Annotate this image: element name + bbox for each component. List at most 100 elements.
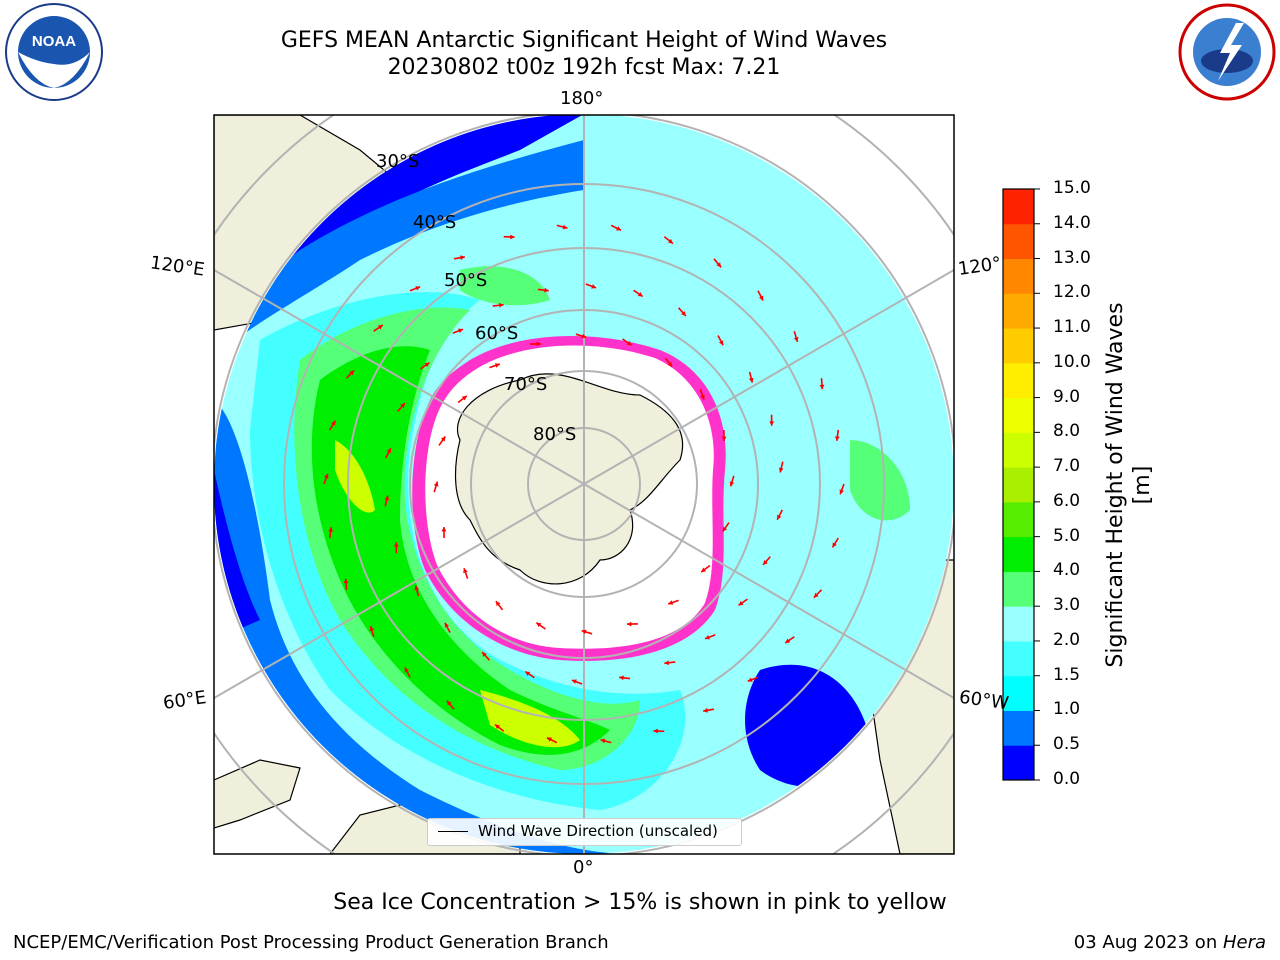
wave-arrow-head [835, 436, 840, 441]
lon-label-0: 0° [573, 857, 594, 878]
wave-arrow-head [525, 671, 531, 676]
chart-subtitle: 20230802 t00z 192h fcst Max: 7.21 [387, 55, 781, 80]
wave-arrow-head [703, 707, 708, 713]
wave-arrow-head [441, 527, 447, 532]
wave-arrow-head [384, 495, 390, 501]
colorbar-bin [1003, 328, 1034, 364]
colorbar-tick-label: 8.0 [1053, 421, 1081, 442]
footer-branch: NCEP/EMC/Verification Post Processing Pr… [13, 932, 609, 953]
wave-arrow-head [546, 737, 552, 742]
wave-arrow-head [460, 255, 465, 261]
wave-arrow-head [444, 622, 449, 628]
wave-arrow-head [722, 526, 728, 532]
wave-arrow-head [748, 377, 754, 383]
wave-arrow-head [461, 395, 467, 401]
wave-arrow-head [581, 333, 587, 339]
colorbar-bin [1003, 293, 1034, 329]
wave-arrow-head [328, 527, 333, 532]
wave-arrow-head [458, 328, 463, 333]
chart-title: GEFS MEAN Antarctic Significant Height o… [280, 28, 888, 53]
colorbar-label: Significant Height of Wind Waves [m] [1103, 302, 1155, 668]
wave-arrow-head [562, 224, 568, 230]
wave-arrow-head [793, 336, 799, 342]
wave-arrow-head [668, 238, 673, 244]
wave-arrow-head [581, 629, 587, 635]
wave-arrow-head [729, 481, 735, 487]
wave-arrow-head [819, 384, 825, 390]
wave-arrow-head [769, 421, 775, 426]
wave-arrow-head [424, 362, 430, 368]
colorbar-tick-label: 11.0 [1053, 317, 1091, 338]
colorbar-bin [1003, 571, 1034, 607]
wave-arrow-head [681, 311, 686, 316]
colorbar-tick-label: 6.0 [1053, 490, 1081, 511]
wave-arrow-head [414, 585, 420, 591]
wave-arrow-head [721, 436, 727, 441]
wave-arrow-head [404, 667, 409, 673]
wave-arrow-head [619, 675, 624, 681]
wave-arrow-head [571, 679, 577, 684]
wave-arrow-head [331, 420, 336, 426]
wave-arrow-head [369, 626, 375, 632]
colorbar-bin [1003, 745, 1034, 781]
colorbar-bin [1003, 432, 1034, 468]
wave-arrow-head [738, 600, 744, 606]
wave-arrow-head [510, 234, 515, 240]
lat-label-50: 50°S [444, 270, 488, 291]
wave-arrow-head [763, 560, 768, 565]
colorbar-tick-label: 10.0 [1053, 351, 1091, 372]
lat-label-40: 40°S [413, 212, 457, 233]
legend-label: Wind Wave Direction (unscaled) [478, 822, 718, 840]
colorbar-tick-label: 12.0 [1053, 282, 1091, 303]
wave-arrow-head [536, 341, 541, 347]
nws-logo [1178, 3, 1276, 101]
wave-arrow-head [839, 489, 844, 495]
colorbar-bin [1003, 536, 1034, 572]
wave-arrow-head [716, 262, 722, 268]
wave-arrow-head [667, 361, 673, 367]
lon-label-180: 180° [560, 88, 604, 109]
wave-arrow-head [600, 738, 606, 744]
map-frame [213, 114, 955, 855]
lat-label-80: 80°S [533, 424, 577, 445]
wave-arrow-head [664, 660, 670, 666]
colorbar-bin [1003, 467, 1034, 503]
lat-label-70: 70°S [504, 374, 548, 395]
madagascar-land [214, 759, 301, 829]
colorbar-bin [1003, 397, 1034, 433]
colorbar-tick-label: 3.0 [1053, 595, 1081, 616]
colorbar-frame [1002, 188, 1035, 781]
colorbar-tick-label: 1.0 [1053, 699, 1081, 720]
wave-arrow-head [759, 295, 764, 301]
colorbar-bin [1003, 189, 1034, 225]
colorbar-bin [1003, 223, 1034, 260]
wave-arrow-head [616, 226, 622, 231]
wave-arrow-head [495, 601, 501, 607]
wave-arrow-head [637, 292, 643, 297]
lat-label-60: 60°S [475, 323, 519, 344]
wave-arrow-head [349, 370, 355, 376]
wave-arrow-head [536, 622, 542, 628]
colorbar-tick-label: 1.5 [1053, 664, 1081, 685]
colorbar-bin [1003, 710, 1034, 746]
map-legend: Wind Wave Direction (unscaled) [427, 818, 742, 846]
wave-arrow-head [324, 473, 329, 479]
svg-text:NOAA: NOAA [32, 33, 76, 50]
wave-direction-arrows [323, 224, 845, 744]
colorbar-bin [1003, 362, 1034, 399]
wave-arrow-head [440, 436, 446, 442]
colorbar-tick-label: 9.0 [1053, 386, 1081, 407]
wave-arrow-head [343, 578, 349, 584]
wave-arrow-head [777, 514, 782, 520]
colorbar [1002, 188, 1040, 781]
wave-arrow-head [544, 287, 549, 293]
wave-arrow-head [747, 677, 753, 682]
wave-arrow-head [433, 481, 439, 487]
colorbar-bin [1003, 501, 1034, 538]
wave-arrow-head [627, 621, 632, 627]
legend-line-swatch [438, 831, 468, 832]
colorbar-bin [1003, 640, 1034, 677]
wave-arrow-head [778, 467, 784, 473]
colorbar-bin [1003, 675, 1034, 711]
colorbar-tick-label: 7.0 [1053, 456, 1081, 477]
